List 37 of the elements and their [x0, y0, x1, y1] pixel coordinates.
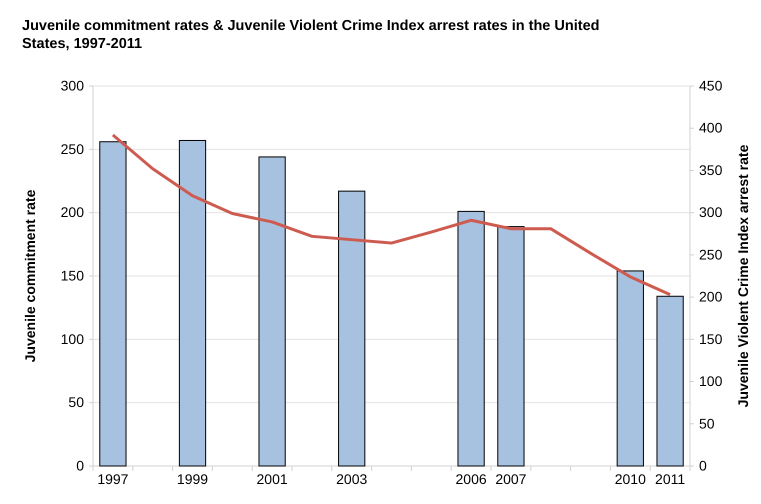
y-tick-label: 0: [76, 457, 84, 474]
y-tick-label: 200: [60, 204, 84, 220]
y2-tick-label: 50: [699, 415, 715, 432]
x-tick-label: 2001: [256, 470, 288, 487]
y-axis-title: Juvenile commitment rate: [22, 189, 38, 362]
x-tick-label: 2006: [456, 470, 487, 487]
bar: [338, 190, 366, 466]
y-tick-label: 150: [60, 267, 84, 284]
y-tick-label: 50: [68, 394, 84, 410]
y2-tick-label: 200: [699, 288, 723, 305]
bar: [656, 296, 684, 466]
x-tick-label: 1999: [176, 470, 208, 487]
chart-title: Juvenile commitment rates & Juvenile Violent Crime Index arrest rates in the United States, 1997-2011: [22, 18, 600, 52]
bar: [457, 210, 485, 466]
y-tick-label: 100: [60, 330, 84, 347]
bar: [178, 140, 206, 466]
bar: [99, 141, 127, 466]
bar: [616, 270, 644, 466]
x-tick-label: 2010: [614, 470, 646, 487]
y2-tick-label: 0: [699, 457, 707, 474]
y2-tick-label: 150: [699, 330, 723, 347]
y-tick-label: 300: [60, 77, 84, 94]
line-series: [111, 133, 672, 296]
x-tick-label: 2011: [655, 470, 686, 487]
bar: [258, 156, 286, 466]
y2-tick-label: 450: [699, 77, 723, 94]
y2-tick-label: 350: [699, 162, 723, 178]
x-tick-label: 1997: [97, 470, 129, 487]
y2-axis-title: Juvenile Violent Crime Index arrest rate: [735, 144, 751, 408]
y2-tick-label: 250: [699, 246, 723, 262]
y2-tick-label: 400: [699, 120, 723, 136]
bar: [497, 226, 525, 466]
x-tick-label: 2007: [495, 470, 527, 487]
x-tick-label: 2003: [336, 470, 368, 487]
y2-tick-label: 300: [699, 204, 723, 220]
y2-tick-label: 100: [699, 373, 723, 390]
y-tick-label: 250: [60, 140, 84, 157]
